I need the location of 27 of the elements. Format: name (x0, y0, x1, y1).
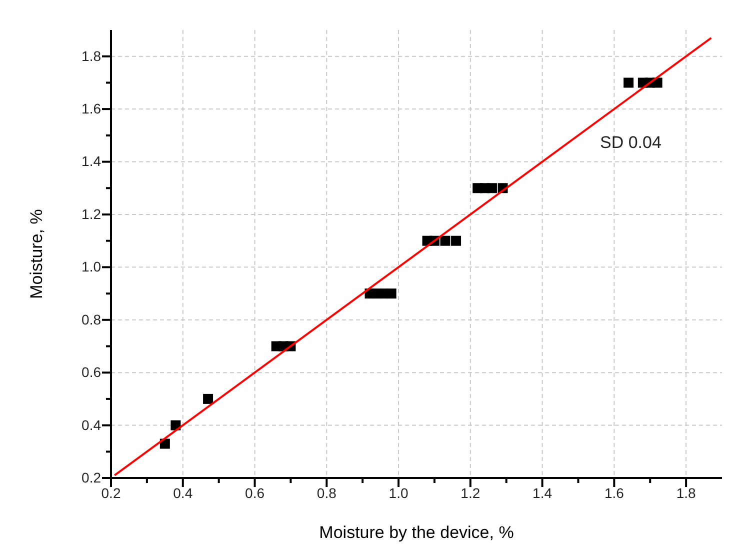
x-tick-label: 0.2 (101, 484, 121, 501)
x-axis-title: Moisture by the device, % (319, 523, 514, 542)
y-tick-label: 0.4 (82, 416, 102, 433)
y-tick-label: 1.0 (82, 258, 102, 275)
x-tick-label: 0.8 (316, 484, 337, 501)
y-tick-label: 0.2 (82, 469, 102, 486)
y-axis-title: Moisture, % (27, 209, 46, 299)
y-tick-label: 1.8 (82, 48, 102, 64)
point (203, 394, 214, 404)
point (440, 236, 450, 246)
x-tick-label: 1.2 (460, 484, 480, 501)
point (486, 183, 497, 194)
annotation: SD 0.04 (600, 133, 662, 152)
x-tick-label: 1.4 (532, 484, 552, 501)
x-tick-label: 1.6 (604, 484, 624, 501)
point (386, 288, 396, 299)
x-tick-label: 1.8 (676, 484, 696, 501)
y-tick-label: 0.6 (82, 364, 102, 380)
point (624, 78, 634, 88)
point (451, 236, 462, 246)
y-tick-label: 1.4 (82, 153, 102, 170)
x-tick-label: 0.4 (173, 484, 193, 501)
y-tick-label: 1.6 (82, 100, 102, 117)
x-tick-label: 1.0 (388, 484, 408, 501)
y-tick-label: 0.8 (82, 311, 102, 328)
x-tick-label: 0.6 (245, 484, 265, 501)
y-tick-label: 1.2 (82, 206, 102, 222)
